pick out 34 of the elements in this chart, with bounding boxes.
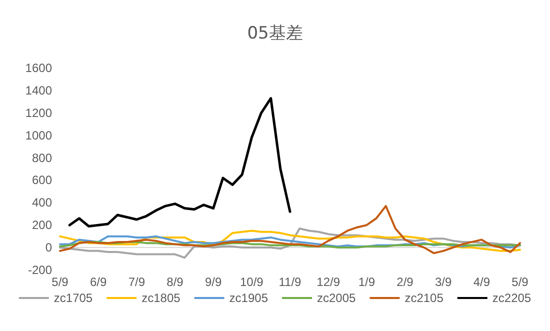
legend-label: zc2205 <box>492 291 532 305</box>
y-tick-label: 1200 <box>25 106 52 120</box>
x-tick-label: 11/9 <box>278 275 302 289</box>
y-tick-label: 1600 <box>25 61 52 75</box>
x-tick-label: 9/9 <box>204 275 222 289</box>
y-tick-label: 0 <box>45 240 52 255</box>
x-tick-label: 10/9 <box>240 275 264 289</box>
line-series <box>59 205 521 254</box>
legend-label: zc2005 <box>317 291 356 305</box>
y-tick-label: 600 <box>32 173 52 188</box>
legend-label: zc1905 <box>229 291 268 305</box>
x-tick-label: 1/9 <box>358 275 376 289</box>
line-series <box>68 97 292 228</box>
x-tick-label: 8/9 <box>166 275 184 289</box>
line-series <box>59 230 521 252</box>
x-tick-label: 3/9 <box>434 275 452 289</box>
y-tick-label: 400 <box>32 196 52 210</box>
legend-label: zc1805 <box>142 291 181 305</box>
y-tick-label: 1400 <box>25 83 52 98</box>
x-tick-label: 2/9 <box>396 275 414 289</box>
x-tick-label: 6/9 <box>90 275 107 289</box>
y-tick-label: 200 <box>32 218 52 232</box>
y-tick-label: 1000 <box>25 128 52 142</box>
x-tick-label: 4/9 <box>473 275 490 289</box>
y-tick-label: 800 <box>32 150 52 165</box>
x-tick-label: 12/9 <box>316 275 340 289</box>
legend-label: zc1705 <box>54 291 93 305</box>
line-series <box>59 235 521 249</box>
y-tick-label: -200 <box>28 263 52 277</box>
x-tick-label: 5/9 <box>52 275 69 289</box>
x-tick-label: 7/9 <box>128 275 146 289</box>
chart-title: 05基差 <box>247 24 303 44</box>
legend-label: zc2105 <box>404 291 444 305</box>
x-tick-label: 5/9 <box>512 275 529 289</box>
